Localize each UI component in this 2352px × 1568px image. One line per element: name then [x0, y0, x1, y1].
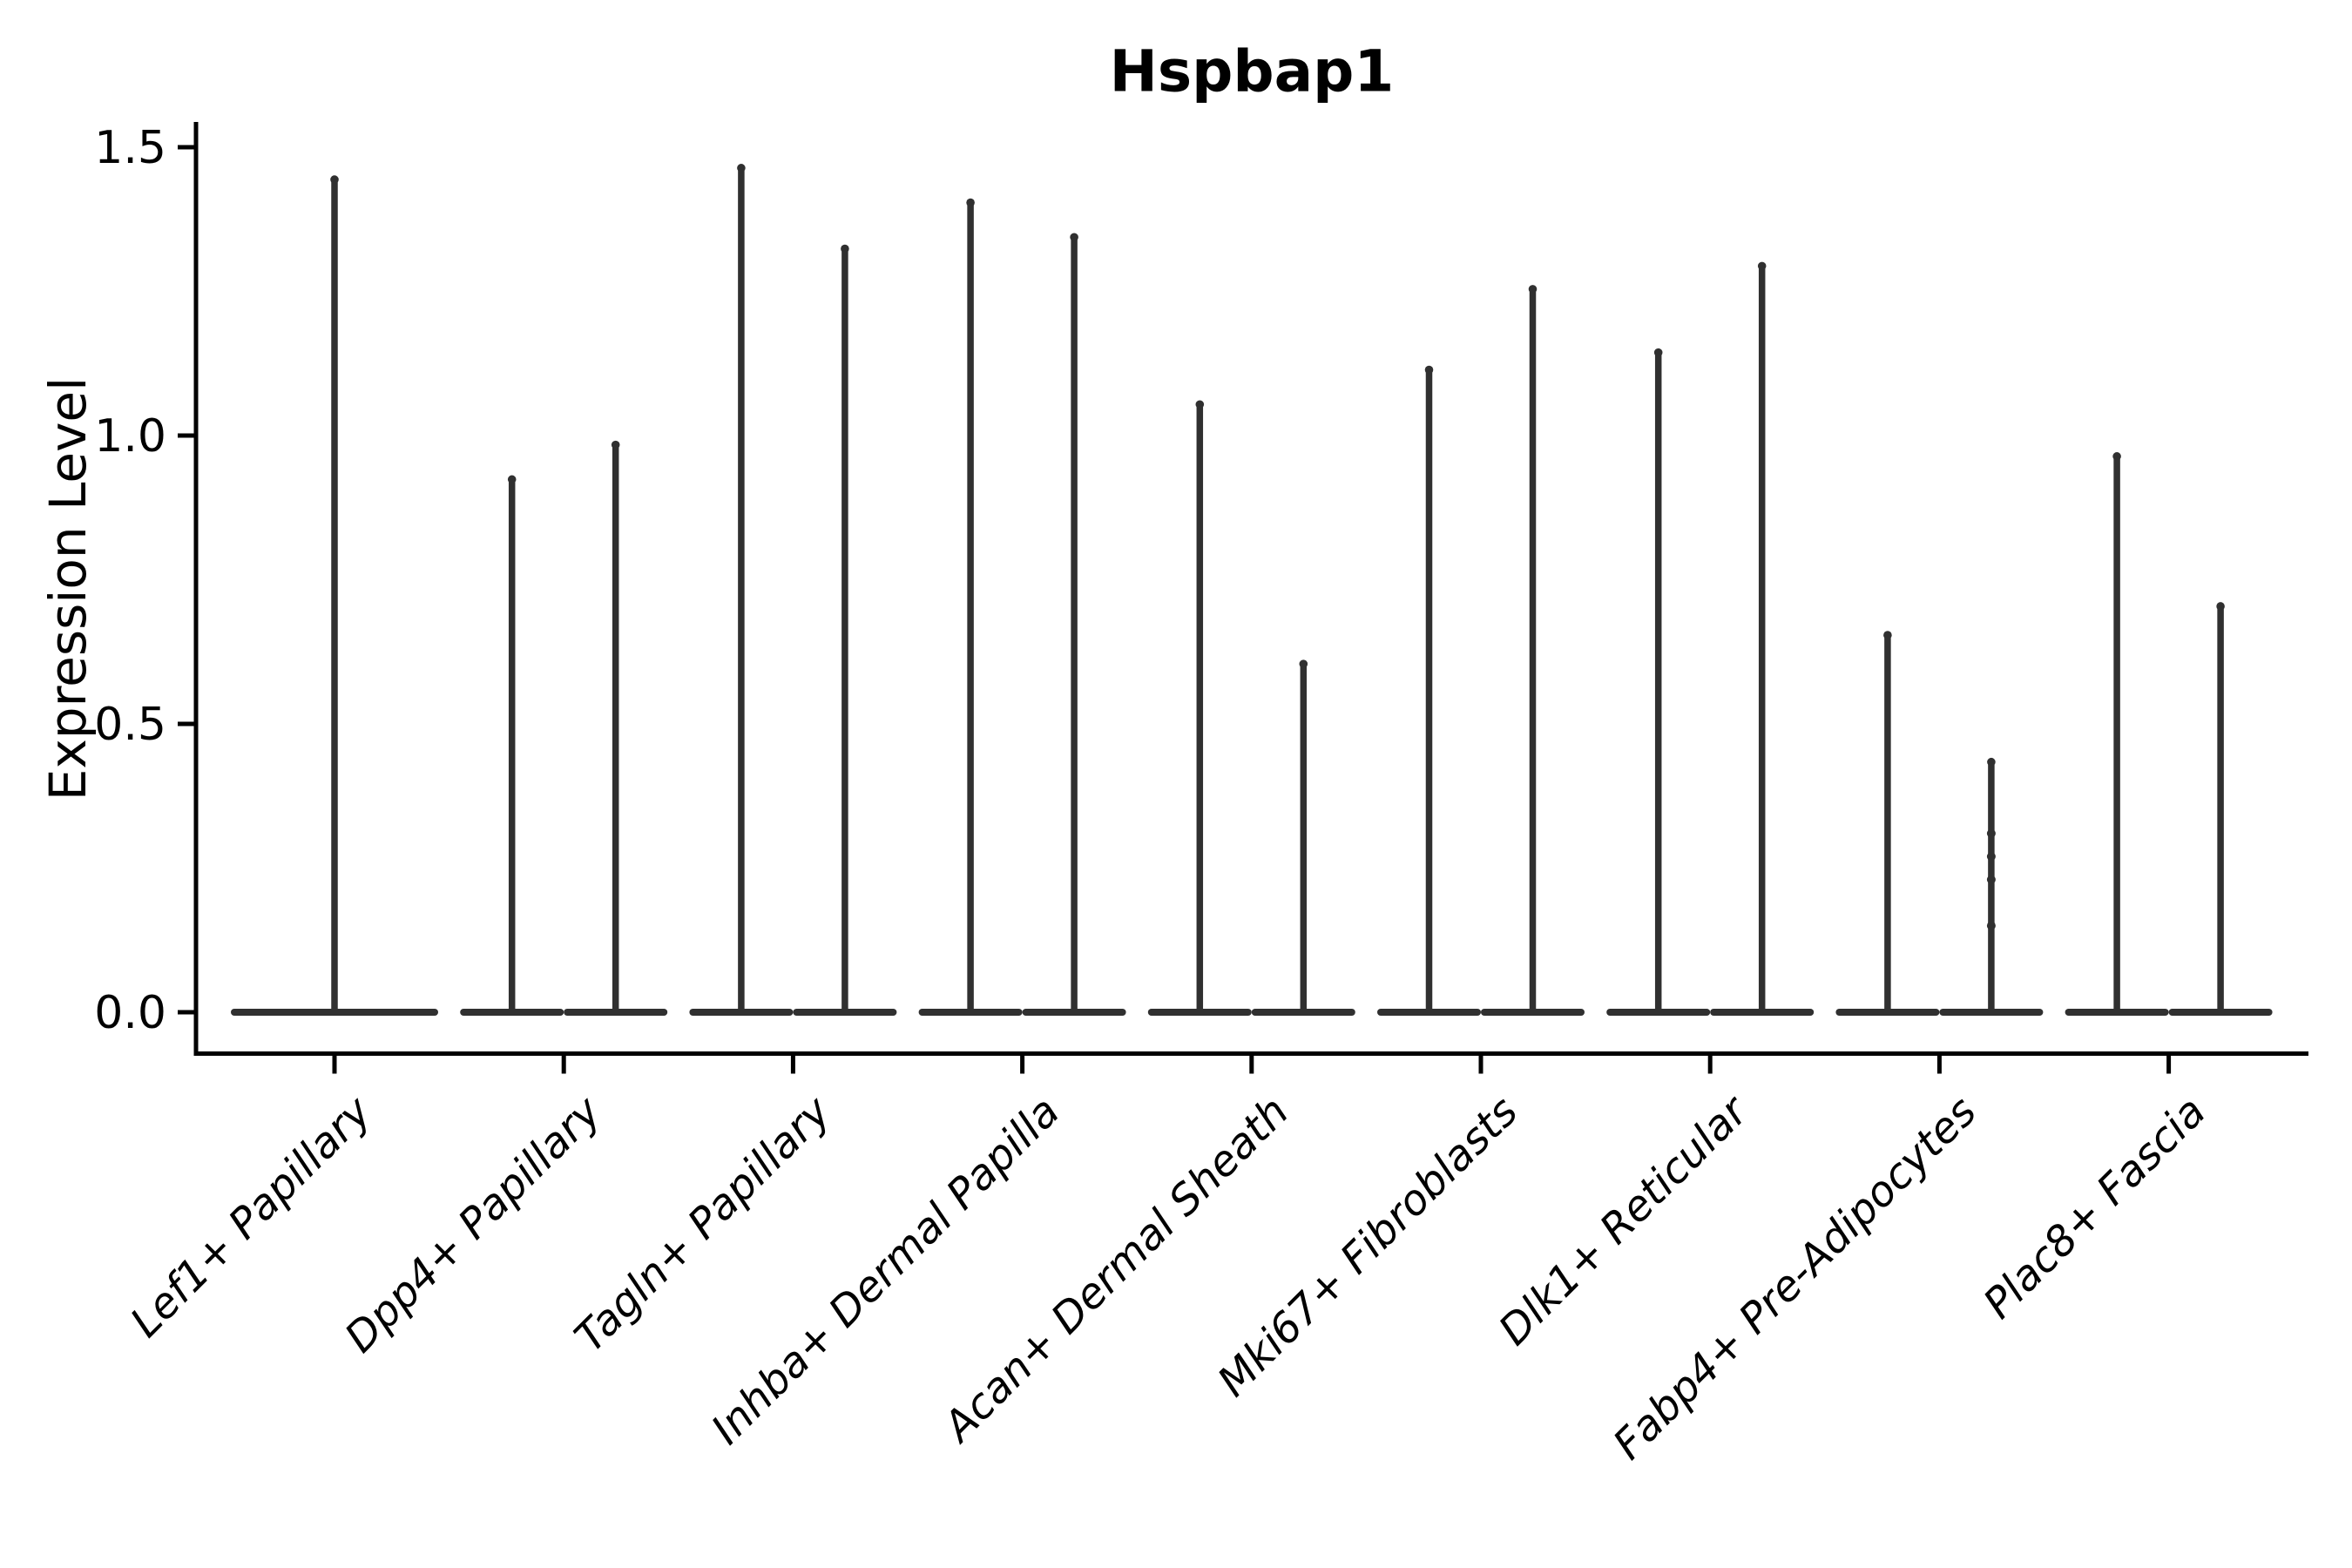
violin-spike-tip: [841, 244, 849, 253]
violin-spike: [1425, 366, 1433, 1016]
violin-spike-tip: [966, 198, 975, 207]
y-tick-label: 0.5: [94, 699, 166, 751]
jitter-point: [1986, 852, 1996, 862]
violin-spike-tip: [737, 164, 746, 172]
violin-spike: [841, 245, 848, 1016]
violin-spike: [1529, 285, 1537, 1016]
violin-spike-tip: [611, 440, 620, 449]
violin-spike: [331, 176, 338, 1017]
jitter-point: [1986, 828, 1996, 838]
violin-spike-tip: [1757, 261, 1767, 271]
chart-title: Hspbap1: [1109, 37, 1395, 105]
violin-spike: [612, 441, 619, 1016]
jitter-point: [1986, 921, 1996, 930]
violin-spike: [738, 164, 745, 1017]
violin-spike-tip: [2216, 602, 2225, 611]
y-tick-label: 0.0: [94, 987, 166, 1039]
violin-spike-tip: [1653, 348, 1663, 357]
violin-spike: [1300, 660, 1308, 1016]
violin-spike: [1196, 401, 1204, 1016]
violin-spike: [508, 476, 516, 1016]
violin-spike-tip: [1528, 285, 1538, 294]
y-tick-label: 1.0: [94, 410, 166, 463]
violin-spike: [2113, 452, 2120, 1016]
violin-spike-tip: [1195, 400, 1205, 409]
y-axis-label: Expression Level: [38, 376, 98, 801]
violin-spike-tip: [330, 175, 339, 184]
violin-spike: [1988, 758, 1995, 1016]
violin-spike-tip: [507, 475, 517, 484]
y-tick-label: 1.5: [94, 122, 166, 174]
violin-spike-tip: [1070, 233, 1078, 242]
violin-spike-tip: [1883, 631, 1892, 639]
violin-spike: [1758, 262, 1766, 1016]
violin-spike-tip: [2112, 452, 2121, 461]
jitter-point: [1986, 875, 1996, 884]
violin-spike: [1884, 632, 1891, 1016]
violin-spike: [1071, 233, 1078, 1016]
violin-spike-tip: [1987, 757, 1996, 767]
violin-spike: [2217, 602, 2224, 1016]
violin-spike-tip: [1299, 659, 1308, 668]
violin-spike-tip: [1424, 365, 1434, 375]
violin-spike: [1654, 348, 1662, 1016]
violin-spike: [967, 199, 974, 1016]
